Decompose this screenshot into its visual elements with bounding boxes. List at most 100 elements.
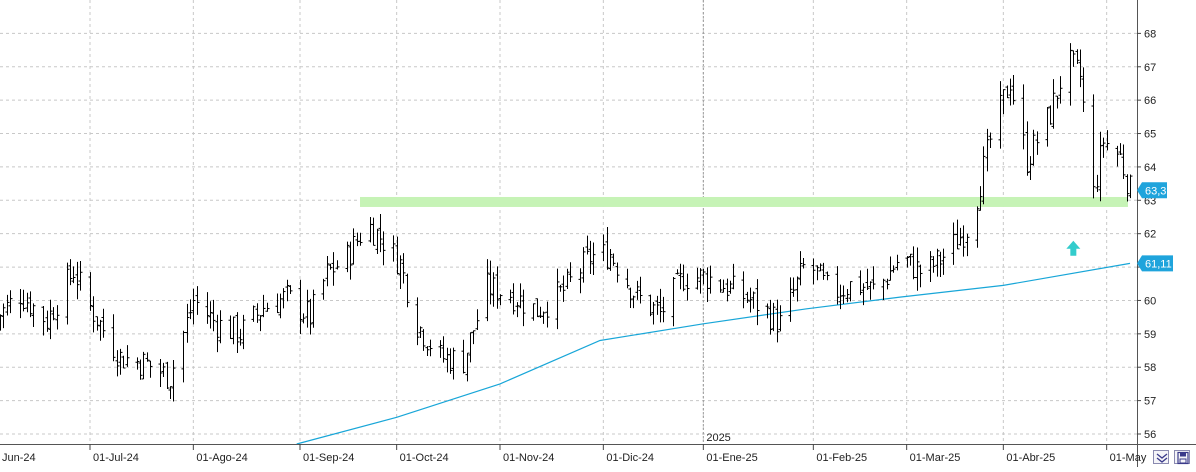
- ohlc-bar: [1008, 78, 1013, 106]
- ohlc-bar: [585, 235, 590, 255]
- ohlc-bar: [141, 351, 146, 380]
- ohlc-bar: [218, 310, 223, 344]
- ohlc-bar: [0, 314, 3, 331]
- ohlc-bar: [1035, 131, 1040, 155]
- x-tick-label: 01-Jul-24: [93, 452, 139, 464]
- y-tick-label: 63: [1144, 195, 1156, 207]
- moving-average-line: [296, 262, 1131, 445]
- ohlc-bar: [988, 132, 993, 149]
- ohlc-bar: [1025, 121, 1030, 176]
- ohlc-bar: [415, 297, 420, 346]
- save-disk-icon: [1177, 451, 1189, 465]
- ohlc-bar: [165, 361, 170, 390]
- ohlc-bar: [681, 264, 686, 292]
- y-tick-label: 68: [1144, 28, 1156, 40]
- ohlc-bar: [205, 292, 210, 324]
- ohlc-bar: [915, 247, 920, 291]
- ohlc-bar: [655, 295, 660, 315]
- ohlc-bar: [918, 264, 923, 288]
- ohlc-bar: [258, 315, 263, 332]
- y-tick-label: 64: [1144, 162, 1156, 174]
- ohlc-bar: [1021, 84, 1026, 150]
- ohlc-bar: [335, 260, 340, 270]
- ohlc-bar: [398, 255, 403, 290]
- zoom-down-icon: [1156, 453, 1168, 463]
- ohlc-bar: [958, 227, 963, 246]
- resistance-zone: [360, 196, 1128, 207]
- ohlc-bar: [1121, 144, 1126, 180]
- ohlc-bar: [95, 316, 100, 331]
- ohlc-bar: [908, 253, 913, 266]
- ohlc-bar: [775, 299, 780, 343]
- ohlc-bar: [591, 242, 596, 276]
- ohlc-bar: [768, 299, 773, 335]
- ohlc-bar: [1045, 106, 1050, 147]
- ohlc-bar: [975, 206, 980, 248]
- ohlc-bar: [531, 303, 536, 321]
- ohlc-bar: [461, 339, 466, 374]
- ohlc-bar: [65, 262, 70, 325]
- ohlc-bar: [28, 291, 33, 318]
- ohlc-bar: [485, 259, 490, 322]
- ohlc-bar: [441, 336, 446, 363]
- ohlc-bar: [475, 309, 480, 331]
- ohlc-bar: [638, 276, 643, 304]
- ohlc-bar: [745, 291, 750, 303]
- ohlc-bar: [305, 289, 310, 328]
- ohlc-bar: [938, 251, 943, 277]
- ohlc-bar: [451, 347, 456, 380]
- ohlc-bar: [1128, 174, 1133, 199]
- ohlc-bar: [1048, 105, 1053, 125]
- y-tick-label: 66: [1144, 95, 1156, 107]
- ohlc-bar: [771, 302, 776, 332]
- ohlc-bar: [701, 268, 706, 285]
- ohlc-bar: [1078, 49, 1083, 88]
- ohlc-bar: [935, 248, 940, 277]
- ohlc-bar: [45, 310, 50, 332]
- ohlc-bar: [841, 285, 846, 305]
- ohlc-bar: [998, 81, 1003, 149]
- ohlc-bar: [118, 348, 123, 375]
- ohlc-bar: [25, 292, 30, 313]
- ohlc-bar: [1091, 94, 1096, 199]
- ohlc-bar: [1011, 74, 1016, 105]
- ohlc-bar: [301, 313, 306, 324]
- ohlc-bar: [395, 236, 400, 275]
- ohlc-bar: [135, 357, 140, 370]
- zoom-button[interactable]: [1153, 450, 1169, 464]
- ohlc-bar: [1075, 49, 1080, 64]
- ohlc-bar: [255, 303, 260, 323]
- ohlc-bar: [578, 268, 583, 294]
- y-tick-label: 59: [1144, 329, 1156, 341]
- ohlc-bar: [558, 284, 563, 292]
- ohlc-bar: [605, 226, 610, 270]
- ohlc-bar: [521, 289, 526, 327]
- ohlc-bar: [448, 348, 453, 374]
- ohlc-bar: [895, 254, 900, 271]
- ohlc-bar: [31, 303, 36, 328]
- ohlc-bar: [795, 276, 800, 302]
- ohlc-bar: [961, 225, 966, 257]
- ohlc-bar: [281, 288, 286, 309]
- ohlc-bar: [845, 289, 850, 303]
- ohlc-bar: [498, 294, 503, 306]
- save-button[interactable]: [1174, 450, 1190, 465]
- x-tick-label: 01-Oct-24: [400, 452, 449, 464]
- ohlc-bar: [931, 256, 936, 273]
- ohlc-bar: [981, 146, 986, 205]
- ohlc-bar: [955, 219, 960, 250]
- ohlc-bar: [865, 268, 870, 291]
- ohlc-bar: [265, 302, 270, 312]
- ohlc-bar: [275, 293, 280, 314]
- ohlc-bar: [351, 228, 356, 265]
- ohlc-bar: [41, 306, 46, 336]
- x-tick-label: 01-Dic-24: [606, 452, 654, 464]
- ohlc-bar: [78, 261, 83, 291]
- ohlc-bar: [158, 358, 163, 387]
- ohlc-bar: [321, 278, 326, 300]
- ohlc-bar: [788, 277, 793, 322]
- x-tick-label: 01-Ago-24: [196, 452, 247, 464]
- last-price-label: 63,3: [1145, 185, 1166, 197]
- ohlc-bar: [731, 263, 736, 290]
- x-tick-label: 01-May: [1110, 452, 1147, 464]
